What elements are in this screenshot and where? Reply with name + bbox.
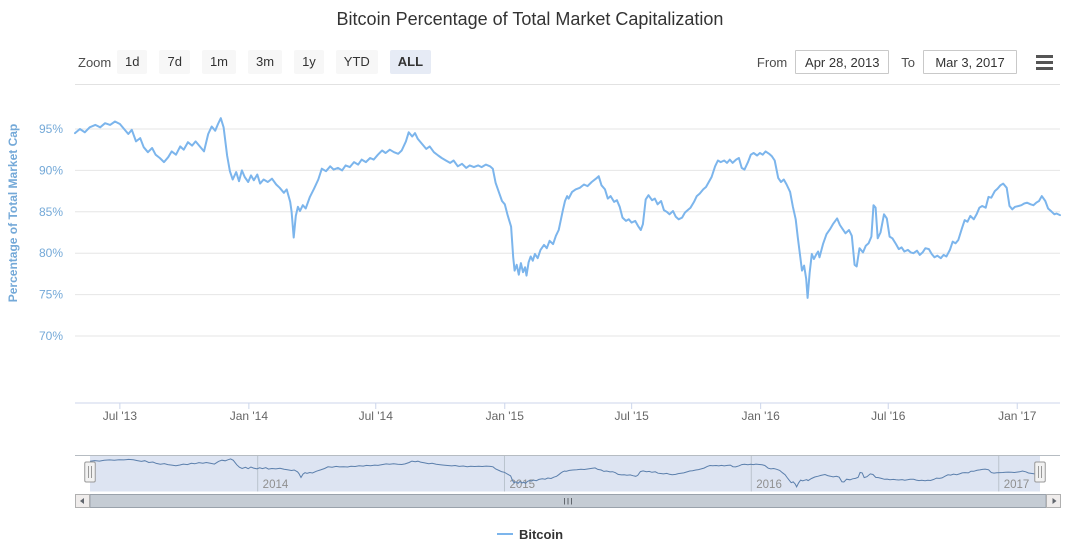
zoom-button-all[interactable]: ALL [389,50,432,74]
navigator-year-label: 2014 [263,479,289,491]
navigator-left-handle[interactable] [84,461,96,483]
zoom-button-1y[interactable]: 1y [294,50,324,74]
x-axis-tick-label: Jul '14 [359,409,394,423]
y-axis-tick-label: 80% [39,246,63,260]
x-axis-tick-label: Jan '14 [230,409,269,423]
legend: Bitcoin [0,523,1060,542]
from-date-input[interactable] [795,50,890,74]
navigator-year-label: 2016 [756,479,782,491]
scrollbar-left-arrow-icon [80,498,84,504]
zoom-button-1d[interactable]: 1d [117,50,148,74]
legend-label: Bitcoin [518,526,564,542]
zoom-buttons-group: 1d 7d 1m 3m 1y YTD ALL [117,50,443,74]
navigator-right-handle[interactable] [1034,461,1046,483]
scrollbar-right-arrow-icon [1052,498,1057,504]
zoom-button-1m[interactable]: 1m [201,50,236,74]
to-date-input[interactable] [923,50,1017,74]
navigator-year-label: 2017 [1004,479,1030,491]
range-selector-toolbar: Zoom 1d 7d 1m 3m 1y YTD ALL From To [0,50,1086,75]
x-axis-tick-label: Jan '16 [741,409,780,423]
y-axis-title: Percentage of Total Market Cap [6,124,20,303]
x-axis-tick-label: Jan '17 [998,409,1037,423]
x-axis-tick-label: Jul '16 [871,409,906,423]
zoom-button-7d[interactable]: 7d [159,50,190,74]
zoom-label: Zoom [78,55,112,70]
legend-marker-icon [496,533,513,535]
date-range-group: From To [757,50,1053,74]
y-axis-tick-label: 70% [39,329,63,343]
zoom-button-ytd[interactable]: YTD [335,50,378,74]
x-axis-tick-label: Jul '15 [614,409,649,423]
navigator-series-line [89,458,1041,489]
legend-item-bitcoin[interactable]: Bitcoin [496,526,564,542]
navigator-mask[interactable] [90,456,1040,492]
to-label: To [901,54,915,70]
toolbar-separator [75,84,1060,85]
context-menu-icon[interactable] [1036,54,1053,70]
y-axis-tick-label: 75% [39,288,63,302]
x-axis-tick-label: Jan '15 [486,409,525,423]
from-label: From [756,54,788,70]
plot-area[interactable] [75,95,1060,403]
y-axis-tick-label: 90% [39,163,63,177]
bitcoin-series-line [74,117,1061,299]
x-axis-tick-label: Jul '13 [103,409,138,423]
chart-title: Bitcoin Percentage of Total Market Capit… [336,9,724,29]
y-axis-tick-label: 95% [39,122,63,136]
zoom-button-3m[interactable]: 3m [248,50,283,74]
y-axis-tick-label: 85% [39,205,63,219]
